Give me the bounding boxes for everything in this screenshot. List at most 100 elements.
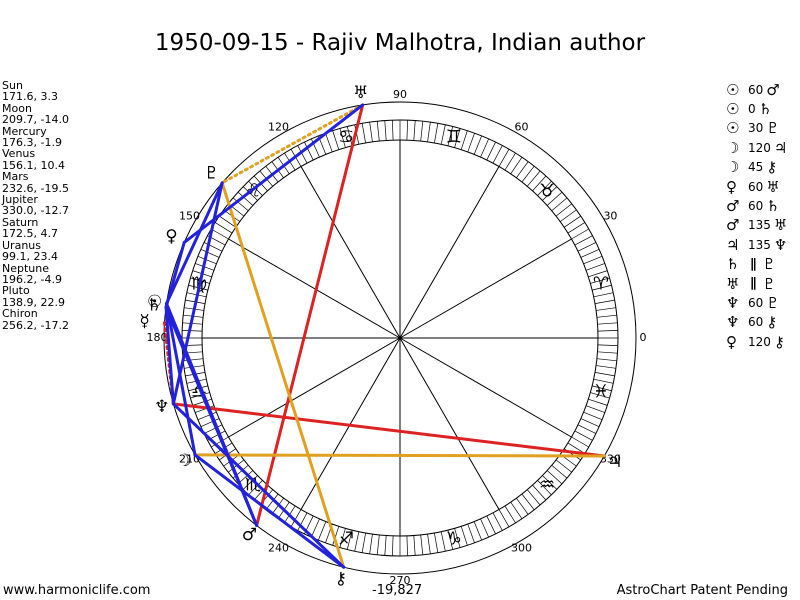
website-link[interactable]: www.harmoniclife.com (3, 583, 151, 598)
degree-tick (537, 180, 552, 196)
aspect-planet1-glyph: ♄ (726, 255, 740, 274)
aspect-line (220, 181, 346, 569)
degree-tick (384, 535, 387, 556)
aspect-planet1-glyph: ♀ (726, 177, 737, 196)
zodiac-sign-glyph: ♉ (539, 180, 555, 201)
degree-tick (597, 322, 618, 325)
degree-tick (434, 123, 439, 144)
planet-glyph-venus: ♀ (165, 227, 177, 247)
degree-tick (200, 418, 220, 427)
degree-tick (332, 526, 340, 546)
aspect-planet1-glyph: ♅ (726, 274, 740, 293)
planet-coords-pluto: 138.9, 22.9 (2, 295, 65, 309)
degree-tick (361, 532, 366, 553)
planet-glyph-jupiter: ♃ (607, 452, 622, 472)
degree-tick (467, 523, 475, 543)
degree-tick (248, 480, 263, 496)
degree-tick (369, 534, 373, 554)
degree-label: 270 (390, 574, 411, 587)
degree-tick (447, 126, 454, 146)
degree-tick (486, 515, 496, 535)
aspect-planet2-glyph: ♄ (758, 100, 773, 119)
aspect-planet1-glyph: ♂ (726, 216, 740, 235)
degree-tick (192, 398, 212, 406)
degree-tick (597, 351, 618, 354)
planet-coords-jupiter: 330.0, -12.7 (2, 204, 69, 218)
degree-tick (498, 509, 510, 527)
aspect-angle: 135 (748, 237, 771, 252)
degree-tick (211, 436, 229, 448)
degree-tick (580, 418, 600, 427)
planet-coords-sun: 171.6, 3.3 (2, 90, 58, 104)
planet-glyph-mercury: ☿ (139, 311, 149, 331)
spoke-line (300, 166, 401, 339)
degree-tick (200, 249, 220, 258)
aspect-angle: 60 (748, 199, 764, 214)
degree-tick (440, 531, 446, 552)
footer-value: -19,827 (372, 583, 423, 598)
degree-tick (197, 256, 217, 265)
planet-glyph-mars: ♂ (242, 525, 257, 545)
degree-tick (597, 330, 618, 332)
degree-tick (211, 228, 229, 240)
degree-tick (592, 385, 612, 392)
degree-tick (504, 152, 516, 171)
degree-tick (577, 242, 597, 252)
degree-tick (265, 493, 279, 511)
aspect-angle: 120 (748, 334, 771, 349)
aspect-planet1-glyph: ☉ (726, 100, 740, 119)
aspect-planet2-glyph: ♃ (773, 138, 788, 157)
degree-tick (480, 138, 489, 158)
degree-tick (574, 430, 593, 441)
degree-tick (504, 505, 516, 524)
outer-circle (163, 101, 637, 575)
degree-tick (420, 534, 424, 555)
degree-tick (593, 378, 614, 384)
aspect-planet2-glyph: ♇ (762, 274, 776, 293)
degree-tick (546, 470, 563, 485)
aspect-angle: 0 (748, 102, 756, 117)
degree-tick (492, 512, 503, 531)
degree-tick (516, 161, 529, 179)
degree-tick (195, 405, 215, 413)
planet-coords-neptune: 196.2, -4.9 (2, 272, 62, 286)
planet-coords-chiron: 256.2, -17.2 (2, 318, 69, 332)
zodiac-sign-glyph: ♓ (593, 381, 609, 402)
degree-tick (521, 165, 535, 183)
aspect-line (171, 402, 346, 569)
aspect-planet2-glyph: ♅ (773, 216, 788, 235)
degree-tick (325, 133, 333, 153)
degree-tick (454, 528, 461, 548)
aspect-line (193, 453, 606, 458)
degree-tick (596, 314, 617, 318)
degree-tick (297, 512, 308, 531)
aspect-planet1-glyph: ☉ (726, 119, 740, 138)
degree-label: 150 (179, 210, 200, 223)
aspect-row: ☽ 45 ⚷ (726, 158, 800, 177)
planet-coords-venus: 156.1, 10.4 (2, 158, 65, 172)
degree-label: 0 (640, 331, 647, 344)
spoke-line (399, 337, 572, 438)
degree-tick (184, 365, 204, 369)
degree-tick (516, 497, 529, 515)
degree-tick (551, 197, 568, 211)
aspect-row: ♂ 60 ♄ (726, 196, 800, 215)
aspect-planet1-glyph: ☉ (726, 80, 740, 99)
aspect-list: ☉ 60 ♂ ☉ 0 ♄ ☉ 30 ♇ ☽ 120 ♃ ☽ 45 ⚷ ♀ 60 ♅ ♂ 60 ♄ ♂ 135 ♅ ♃ 135 ♆ ♄ ∥… (726, 80, 800, 351)
degree-tick (542, 475, 558, 490)
planet-glyph-sun: ☉ (147, 292, 162, 312)
aspect-row: ♀ 60 ♅ (726, 177, 800, 196)
chart-title: 1950-09-15 - Rajiv Malhotra, Indian auth… (154, 30, 646, 56)
degree-tick (594, 372, 615, 377)
aspect-line (171, 181, 224, 406)
degree-tick (551, 465, 568, 479)
degree-tick (527, 170, 541, 187)
degree-label: 240 (268, 541, 289, 554)
degree-tick (563, 215, 581, 228)
aspect-angle: 60 (748, 179, 764, 194)
aspect-angle: 60 (748, 295, 764, 310)
aspect-row: ☉ 60 ♂ (726, 80, 800, 99)
degree-tick (498, 149, 510, 167)
degree-tick (369, 122, 373, 142)
aspect-angle: 60 (748, 82, 764, 97)
